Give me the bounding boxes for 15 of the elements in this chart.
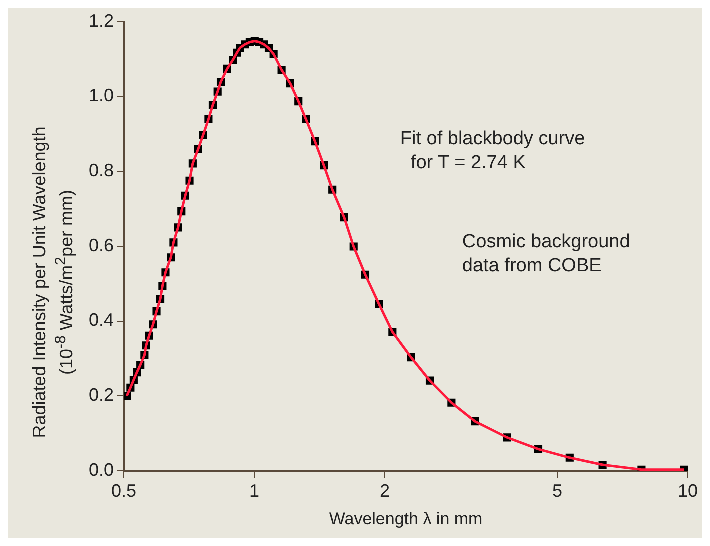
y-tick-label: 0.8 xyxy=(88,160,114,180)
x-tick-label: 10 xyxy=(678,480,698,501)
x-axis-title: Wavelength λ in mm xyxy=(329,509,483,528)
y-tick-label: 1.0 xyxy=(88,86,114,106)
annotation: Cosmic background data from COBE xyxy=(462,232,630,277)
x-tick-label: 1 xyxy=(250,480,260,501)
annotation: Fit of blackbody curve for T = 2.74 K xyxy=(400,128,586,174)
y-tick-label: 1.2 xyxy=(88,10,114,31)
x-tick-label: 0.5 xyxy=(112,480,137,501)
x-tick-label: 2 xyxy=(380,480,390,501)
y-tick-label: 0.2 xyxy=(88,385,114,406)
y-tick-label: 0.0 xyxy=(88,460,114,480)
y-tick-label: 0.6 xyxy=(88,235,114,256)
y-tick-label: 0.4 xyxy=(88,310,114,330)
x-tick-label: 5 xyxy=(552,480,563,501)
